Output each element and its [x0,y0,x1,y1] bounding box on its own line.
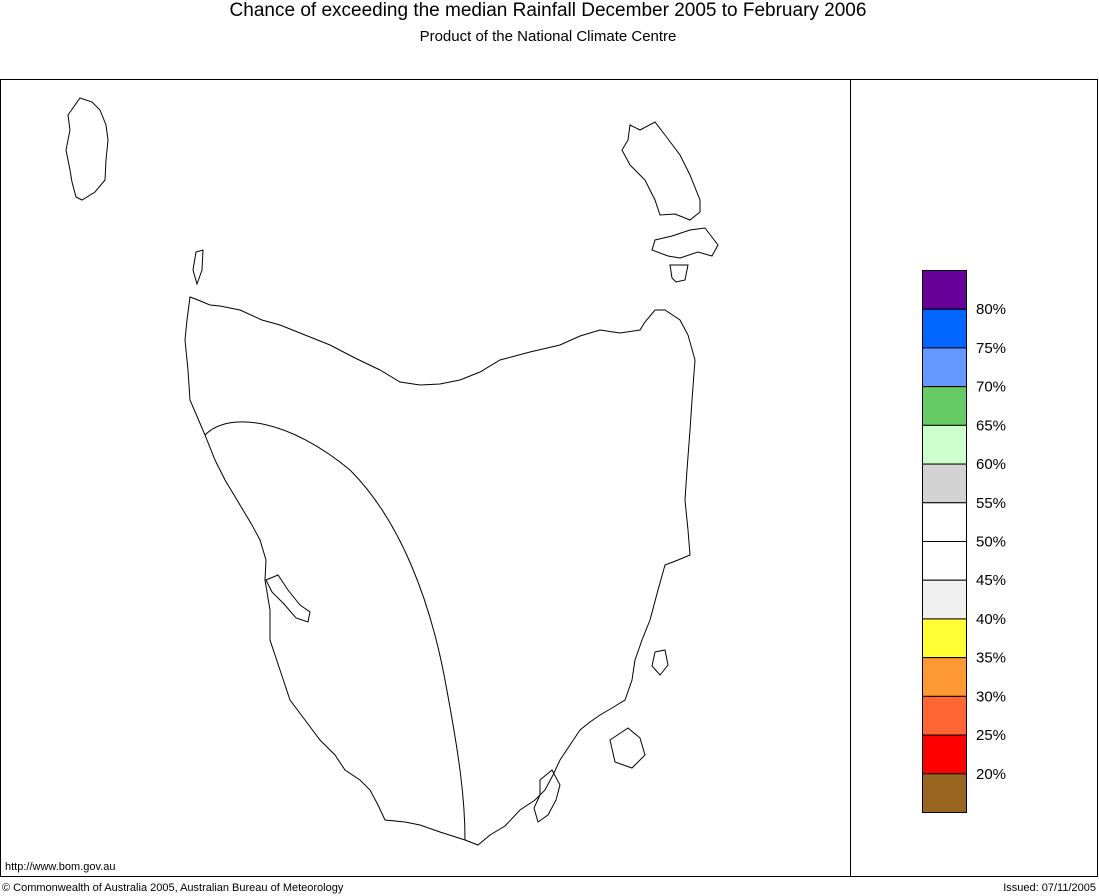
legend-label: 70% [976,379,1006,396]
legend-label: 25% [976,727,1006,744]
map [65,97,719,846]
cape-barren-island [651,227,719,259]
legend-swatch [922,579,967,620]
legend-label: 40% [976,611,1006,628]
legend-swatch [922,618,967,659]
subtitle: Product of the National Climate Centre [420,28,677,45]
legend-label: 55% [976,495,1006,512]
legend-swatch [922,541,967,581]
three-hummock-island [192,249,204,286]
legend-swatch [922,657,967,697]
legend-label: 75% [976,340,1006,357]
legend-label: 65% [976,417,1006,434]
map-frame [0,79,1098,877]
legend-swatch [922,734,967,775]
copyright: © Commonwealth of Australia 2005, Austra… [2,882,344,894]
median-contour [204,421,466,841]
issued: Issued: 07/11/2005 [1003,882,1096,894]
legend-swatch [922,347,967,388]
legend-label: 35% [976,650,1006,667]
bruny-island [533,769,561,823]
legend-swatch [922,695,967,736]
legend: 80% 75% 70% 65% 60% 55% 50% 45% 40% 35% 30% 25% 20% [922,270,1006,813]
king-island [65,97,109,201]
tasman-peninsula [609,727,646,769]
legend-swatch [922,773,967,813]
flinders-island [621,121,701,221]
legend-swatch [922,386,967,426]
legend-swatch [922,270,967,310]
legend-label: 80% [976,301,1006,318]
url: http://www.bom.gov.au [5,861,115,873]
macquarie-harbour [265,574,311,623]
legend-label: 45% [976,572,1006,589]
small-island [669,264,689,283]
legend-swatch [922,308,967,349]
title: Chance of exceeding the median Rainfall … [230,0,867,21]
legend-label: 50% [976,533,1006,550]
legend-swatch [922,502,967,542]
legend-swatch [922,463,967,504]
tasmania-mainland [184,296,696,846]
legend-label: 20% [976,766,1006,783]
legend-label: 60% [976,456,1006,473]
legend-label: 30% [976,688,1006,705]
legend-swatch [922,424,967,465]
maria-island [651,649,669,676]
